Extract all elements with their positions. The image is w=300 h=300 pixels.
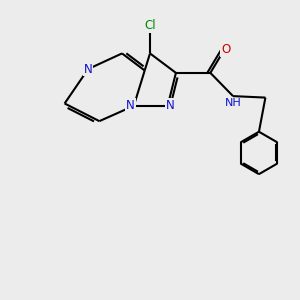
Text: N: N: [166, 99, 175, 112]
Text: NH: NH: [225, 98, 242, 109]
Text: O: O: [221, 44, 230, 56]
Text: Cl: Cl: [144, 19, 156, 32]
Text: N: N: [126, 99, 135, 112]
Text: N: N: [84, 62, 92, 76]
